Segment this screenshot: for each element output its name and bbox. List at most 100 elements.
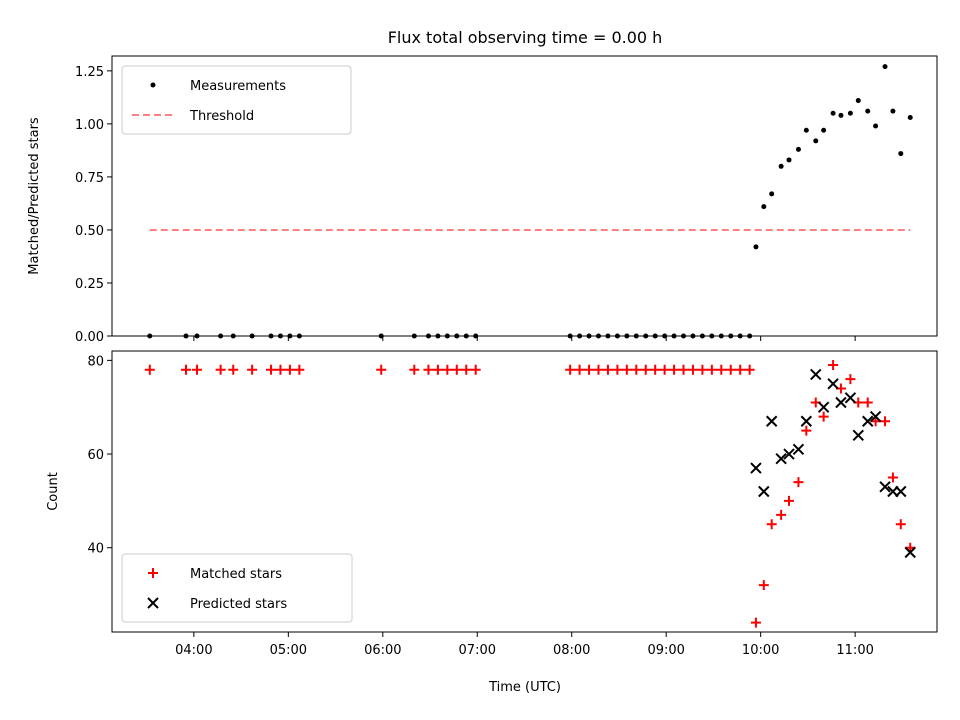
predicted-star-marker xyxy=(904,546,916,559)
matched-star-marker xyxy=(669,364,680,375)
y-tick-label: 0.25 xyxy=(75,277,104,292)
predicted-star-marker xyxy=(862,415,874,427)
legend-entry: Matched stars xyxy=(148,567,282,582)
legend-box xyxy=(121,65,352,135)
predicted-star-marker xyxy=(810,368,822,381)
matched-star-marker xyxy=(621,364,632,375)
legend-entry: Threshold xyxy=(132,109,254,124)
matched-star-marker xyxy=(697,364,708,375)
matched-star-marker xyxy=(744,364,755,375)
predicted-star-marker xyxy=(792,443,805,456)
measurement-point xyxy=(786,157,792,163)
matched-star-marker xyxy=(659,364,670,375)
matched-star-marker xyxy=(376,364,387,375)
matched-star-marker xyxy=(818,411,829,422)
y-tick-label: 1.25 xyxy=(75,65,104,80)
matched-star-marker xyxy=(793,477,804,488)
predicted-star-marker xyxy=(895,485,907,498)
predicted-star-marker xyxy=(817,401,830,413)
plot-frame xyxy=(111,350,938,633)
matched-star-marker xyxy=(631,364,642,375)
predicted-star-marker xyxy=(783,448,795,460)
matched-star-marker xyxy=(593,364,604,375)
matched-star-marker xyxy=(409,364,420,375)
measurement-point xyxy=(855,98,861,104)
matched-star-marker xyxy=(725,364,736,375)
y-tick-label: 80 xyxy=(87,354,104,369)
legend-label: Predicted stars xyxy=(190,597,287,612)
plot-frame xyxy=(111,55,938,337)
matched-star-marker xyxy=(895,519,906,530)
measurement-point xyxy=(821,127,827,133)
y-tick-label: 0.75 xyxy=(75,171,104,186)
predicted-star-marker xyxy=(827,378,839,390)
predicted-star-marker xyxy=(844,392,857,404)
measurement-point xyxy=(769,191,775,197)
matched-star-marker xyxy=(758,580,769,591)
x-tick-label: 08:00 xyxy=(553,643,590,658)
measurement-point xyxy=(882,64,888,70)
x-tick-label: 05:00 xyxy=(270,643,307,658)
y-tick-label: 1.00 xyxy=(75,118,104,133)
y-axis-label: Count xyxy=(46,472,61,511)
predicted-star-marker xyxy=(800,415,813,427)
measurement-point xyxy=(761,204,767,210)
measurement-point xyxy=(838,112,844,118)
x-tick-label: 07:00 xyxy=(459,643,496,658)
y-tick-label: 40 xyxy=(87,542,104,557)
legend-box xyxy=(121,553,353,623)
predicted-star-marker xyxy=(750,462,762,474)
x-tick-label: 04:00 xyxy=(175,643,212,658)
measurement-point xyxy=(873,123,879,129)
x-tick-label: 11:00 xyxy=(836,643,873,658)
matched-star-marker xyxy=(284,364,295,375)
matched-star-marker xyxy=(706,364,717,375)
matched-star-marker xyxy=(192,364,203,375)
matched-star-marker xyxy=(602,364,613,375)
measurement-point xyxy=(813,138,819,144)
matched-star-marker xyxy=(750,617,761,628)
matched-star-marker xyxy=(247,364,258,375)
legend-label: Measurements xyxy=(190,79,286,94)
measurement-point xyxy=(890,108,896,114)
matched-star-marker xyxy=(266,364,277,375)
matched-star-marker xyxy=(442,364,453,375)
measurement-point xyxy=(778,163,784,169)
matched-star-marker xyxy=(678,364,689,375)
legend: Measurements Threshold xyxy=(121,65,352,135)
matched-star-marker xyxy=(887,472,898,483)
matched-star-marker xyxy=(461,364,472,375)
chart-title: Flux total observing time = 0.00 h xyxy=(388,28,663,47)
matched-star-marker xyxy=(215,364,226,375)
x-tick-label: 09:00 xyxy=(647,643,684,658)
measurement-point xyxy=(795,146,801,152)
matched-star-marker xyxy=(735,364,746,375)
predicted-star-marker xyxy=(775,453,787,465)
x-axis-label: Time (UTC) xyxy=(488,680,561,695)
predicted-star-marker xyxy=(869,410,882,423)
measurement-point xyxy=(830,110,836,116)
matched-star-marker xyxy=(862,397,873,408)
measurement-point xyxy=(753,244,759,250)
x-tick-label: 10:00 xyxy=(742,643,779,658)
matched-star-marker xyxy=(845,374,856,385)
predicted-star-marker xyxy=(758,485,770,498)
matched-star-marker xyxy=(716,364,727,375)
predicted-star-marker xyxy=(765,415,778,427)
matched-star-marker xyxy=(423,364,434,375)
matched-star-marker xyxy=(766,519,777,530)
matched-star-marker xyxy=(275,364,286,375)
matched-star-marker xyxy=(144,364,155,375)
measurement-point xyxy=(865,108,871,114)
legend-label: Matched stars xyxy=(190,567,282,582)
matched-star-marker xyxy=(687,364,698,375)
legend-swatch xyxy=(148,568,158,578)
matched-star-marker xyxy=(180,364,191,375)
predicted-star-marker xyxy=(879,481,891,493)
matched-star-marker xyxy=(776,509,787,520)
matched-star-marker xyxy=(294,364,305,375)
matched-star-marker xyxy=(451,364,462,375)
matched-star-marker xyxy=(801,425,812,436)
matched-star-marker xyxy=(640,364,651,375)
